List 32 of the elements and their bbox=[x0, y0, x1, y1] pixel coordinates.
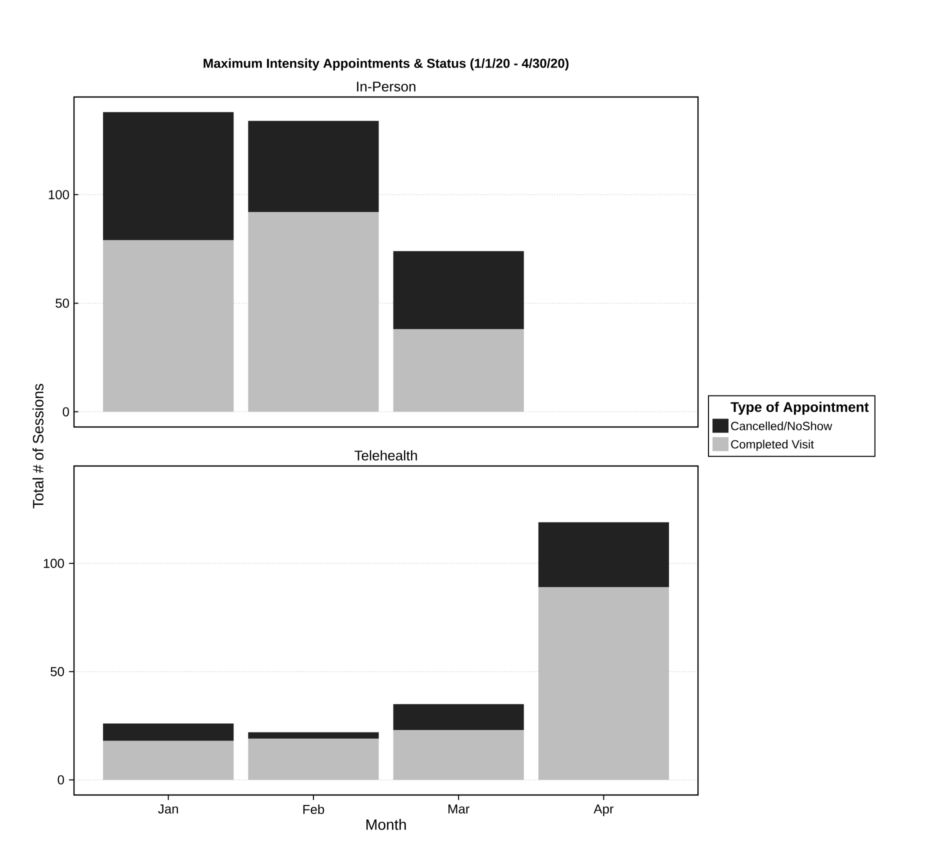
legend-label: Cancelled/NoShow bbox=[731, 421, 832, 430]
bar bbox=[103, 240, 234, 412]
bar bbox=[393, 730, 524, 780]
chart-title: Maximum Intensity Appointments & Status (1/1/20 - 4/30/20) bbox=[204, 58, 569, 70]
x-tick-label: Jan bbox=[158, 804, 178, 814]
bar bbox=[393, 329, 524, 412]
x-tick-label: Mar bbox=[448, 804, 470, 814]
bar bbox=[538, 522, 669, 588]
x-tick-label: Feb bbox=[303, 804, 324, 814]
chart-title: Telehealth bbox=[354, 450, 417, 460]
bar bbox=[103, 724, 234, 741]
y-tick-label: 100 bbox=[48, 190, 69, 200]
bar bbox=[393, 704, 524, 730]
bar bbox=[393, 251, 524, 330]
bar bbox=[248, 738, 379, 780]
legend-title: Type of Appointment bbox=[730, 402, 869, 415]
bar bbox=[103, 740, 234, 780]
y-tick-label: 0 bbox=[62, 407, 69, 416]
bar bbox=[538, 587, 669, 780]
x-tick-label: Apr bbox=[594, 804, 614, 816]
y-tick-label: 50 bbox=[56, 298, 69, 308]
chart-subtitle: In-Person bbox=[357, 82, 416, 92]
x-axis-title: Month bbox=[366, 818, 406, 830]
bar bbox=[248, 212, 379, 412]
y-axis-title: Total # of Sessions bbox=[32, 384, 44, 508]
y-tick-label: 0 bbox=[58, 775, 64, 784]
y-tick-label: 100 bbox=[44, 558, 64, 568]
bar bbox=[103, 112, 234, 240]
bar bbox=[248, 120, 379, 212]
legend-label: Completed Visit bbox=[731, 440, 814, 451]
y-tick-label: 50 bbox=[50, 667, 64, 676]
bar bbox=[248, 732, 379, 739]
